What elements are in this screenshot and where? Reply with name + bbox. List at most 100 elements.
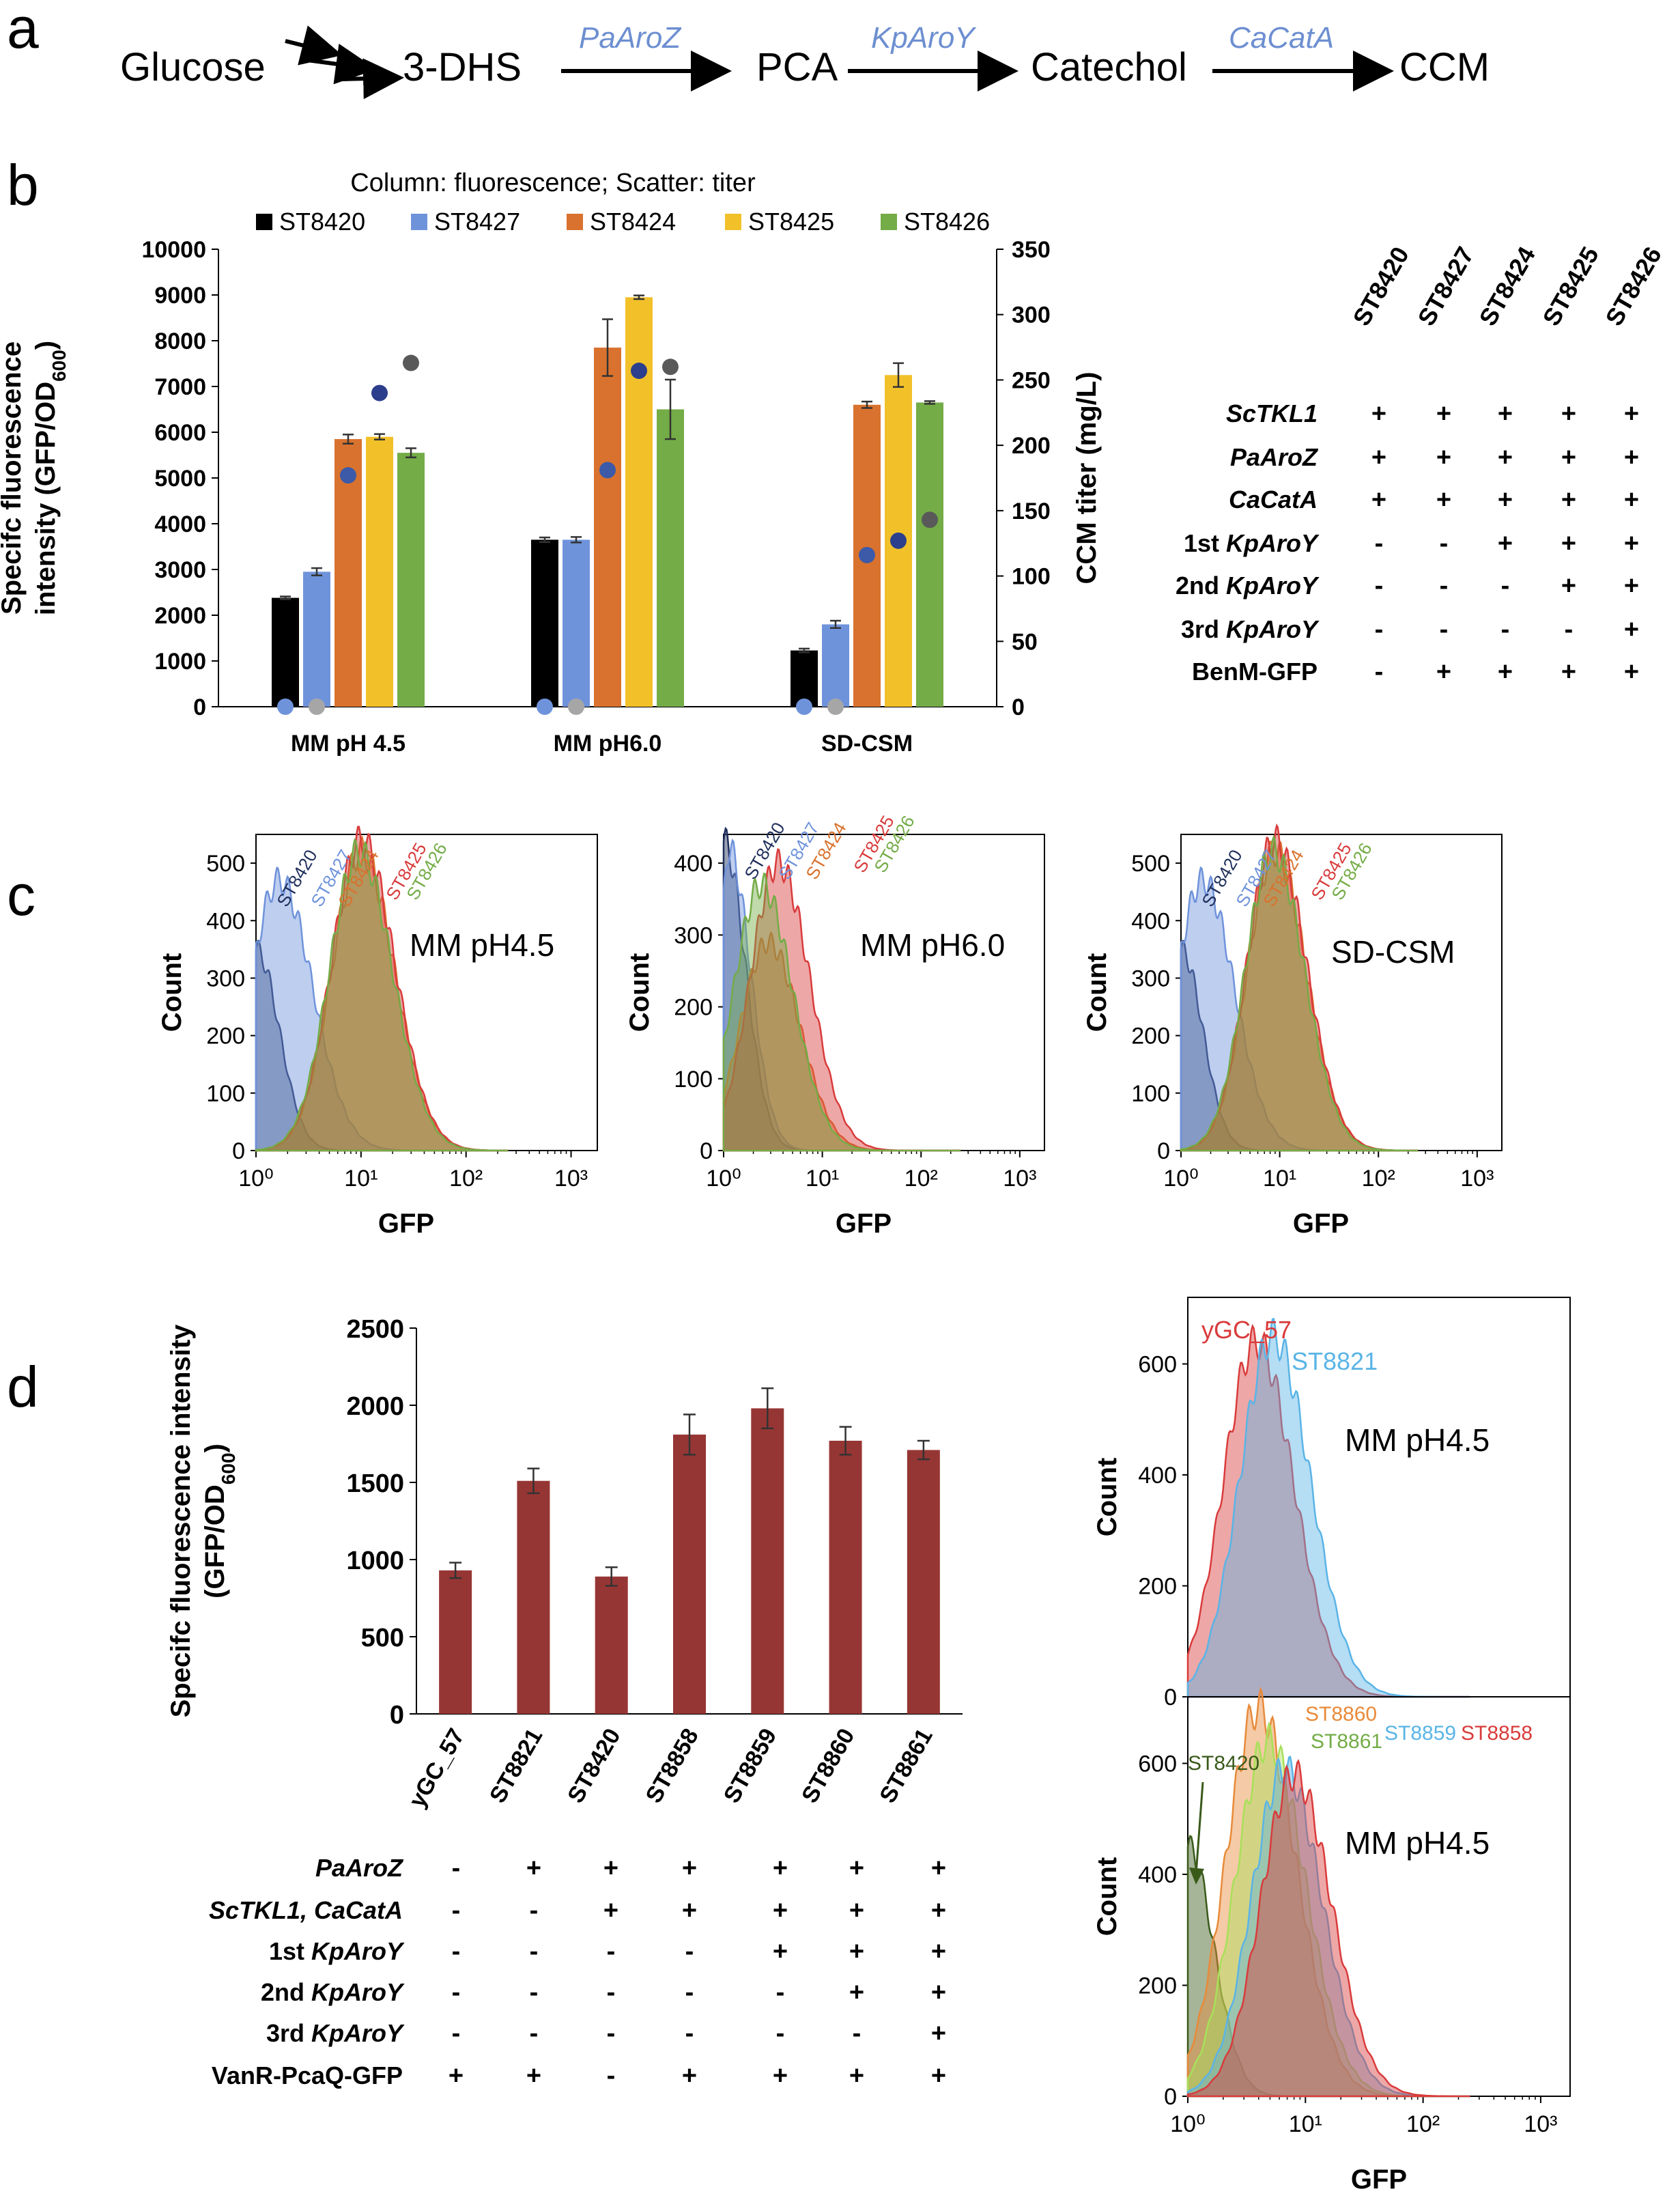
x-tick-label: 10² bbox=[1362, 1166, 1395, 1192]
genotype-sign: - bbox=[452, 1978, 461, 2007]
strain-annotation: ST8859 bbox=[1384, 1722, 1456, 1745]
panel-label-d: d bbox=[7, 1355, 39, 1419]
bar bbox=[822, 624, 849, 707]
y-tick-label: 200 bbox=[674, 995, 713, 1021]
genotype-sign: + bbox=[1561, 443, 1576, 472]
genotype-sign: + bbox=[1624, 572, 1639, 600]
y-tick-label: 500 bbox=[1131, 851, 1170, 877]
genotype-sign: + bbox=[1561, 572, 1576, 600]
histogram-area bbox=[255, 838, 509, 1152]
x-axis-label: GFP bbox=[1293, 1209, 1349, 1239]
bar bbox=[397, 453, 425, 707]
node-ccm: CCM bbox=[1399, 45, 1490, 89]
strain-annotation: yGC_57 bbox=[1201, 1316, 1292, 1344]
legend-swatch bbox=[567, 214, 583, 230]
chart-legend: ST8420 ST8427 ST8424 ST8425 ST8426 bbox=[256, 208, 990, 236]
genotype-sign: + bbox=[1624, 443, 1639, 472]
genotype-sign: + bbox=[603, 1896, 618, 1925]
y2-tick-label: 100 bbox=[1012, 564, 1051, 590]
genotype-sign: + bbox=[773, 1854, 788, 1883]
genotype-sign: + bbox=[931, 2061, 946, 2090]
category-label: ST8420 bbox=[563, 1724, 625, 1807]
legend-label: ST8424 bbox=[590, 208, 676, 236]
bar bbox=[625, 297, 653, 707]
strain-header: ST8420 bbox=[1347, 242, 1414, 330]
genotype-row-label: PaAroZ bbox=[315, 1854, 404, 1882]
genotype-sign: + bbox=[931, 1937, 946, 1966]
genotype-sign: + bbox=[1498, 529, 1513, 558]
genotype-gene: ScTKL1 bbox=[1226, 399, 1318, 427]
category-label: MM pH 4.5 bbox=[291, 731, 405, 757]
bar bbox=[594, 348, 621, 707]
genotype-sign: + bbox=[1436, 485, 1451, 514]
genotype-sign: + bbox=[1498, 399, 1513, 428]
y2-tick-label: 150 bbox=[1012, 498, 1051, 524]
genotype-sign: - bbox=[1440, 572, 1449, 600]
genotype-sign: + bbox=[1561, 658, 1576, 686]
x-axis-label: GFP bbox=[1351, 2165, 1407, 2195]
histogram-area bbox=[1180, 834, 1419, 1152]
y-tick-label: 5000 bbox=[154, 466, 206, 492]
bar-chart-fluorescence-titer: 0100020003000400050006000700080009000100… bbox=[0, 237, 1102, 757]
bar bbox=[907, 1450, 940, 1714]
x-tick-label: 10¹ bbox=[1263, 1166, 1296, 1192]
genotype-sign: + bbox=[1498, 485, 1513, 514]
y-axis-label: Specifc fluorescence intensity (GFP/OD600… bbox=[166, 1324, 239, 1718]
genotype-sign: + bbox=[1624, 529, 1639, 558]
y-tick-label: 7000 bbox=[154, 374, 206, 400]
y-tick-label: 300 bbox=[1131, 966, 1170, 991]
genotype-sign: + bbox=[931, 2019, 946, 2048]
genotype-sign: + bbox=[526, 1854, 541, 1883]
category-label: ST8821 bbox=[485, 1724, 547, 1807]
genotype-sign: + bbox=[931, 1978, 946, 2007]
y-tick-label: 100 bbox=[206, 1081, 245, 1107]
bar bbox=[366, 436, 393, 707]
genotype-sign: - bbox=[1375, 529, 1384, 558]
y-tick-label: 200 bbox=[1131, 1024, 1170, 1049]
legend-label: ST8427 bbox=[434, 208, 520, 236]
genotype-prefix: 1st bbox=[1184, 529, 1226, 557]
titer-point bbox=[277, 699, 294, 715]
condition-label: MM pH4.5 bbox=[1345, 1422, 1490, 1458]
genotype-row-label: 2nd KpAroY bbox=[261, 1978, 405, 2006]
y-tick-label: 1500 bbox=[346, 1469, 404, 1498]
histogram-3: 0 100 200 300 400 500 10⁰ 10¹ 10² 10³ SD-CSM Count G… bbox=[1082, 823, 1503, 1239]
y-tick-label: 400 bbox=[1131, 908, 1170, 934]
y-tick-label: 0 bbox=[390, 1701, 404, 1730]
y-tick-label: 3000 bbox=[154, 557, 206, 583]
bar bbox=[303, 572, 330, 707]
y-tick-label: 300 bbox=[674, 922, 713, 948]
multi-step-arrow-icon bbox=[285, 25, 404, 100]
y-axis-label: Count bbox=[625, 953, 655, 1032]
condition-label: MM pH4.5 bbox=[1345, 1825, 1490, 1861]
genotype-prefix: 1st bbox=[269, 1937, 311, 1965]
genotype-sign: - bbox=[607, 2019, 616, 2048]
category-label: MM pH6.0 bbox=[554, 731, 662, 757]
y-tick-label: 10000 bbox=[141, 237, 206, 263]
genotype-sign: - bbox=[1440, 615, 1449, 644]
bar bbox=[791, 650, 818, 707]
y-tick-label: 100 bbox=[1131, 1081, 1170, 1107]
histogram-area bbox=[722, 872, 961, 1152]
genotype-gene: VanR-PcaQ-GFP bbox=[212, 2061, 403, 2089]
y-axis-label: Count bbox=[1082, 953, 1112, 1032]
genotype-sign: - bbox=[607, 2061, 616, 2090]
genotype-sign: + bbox=[1624, 615, 1639, 644]
histogram-1: 0 100 200 300 400 500 10⁰ 10¹ 10² 10³ MM pH4.5 Coun… bbox=[157, 826, 598, 1239]
category-label: ST8859 bbox=[719, 1724, 782, 1807]
genotype-sign: + bbox=[1624, 399, 1639, 428]
genotype-sign: - bbox=[685, 1937, 694, 1966]
genotype-sign: - bbox=[1565, 615, 1574, 644]
genotype-sign: + bbox=[849, 1896, 864, 1925]
bar bbox=[531, 539, 558, 707]
x-tick-label: 10⁰ bbox=[238, 1166, 273, 1192]
genotype-sign: + bbox=[931, 1896, 946, 1925]
genotype-sign: - bbox=[530, 1978, 539, 2007]
strain-annotation: ST8858 bbox=[1461, 1722, 1533, 1745]
genotype-sign: - bbox=[1375, 572, 1384, 600]
genotype-row-label: ScTKL1 bbox=[1226, 399, 1318, 427]
strain-annotation: ST8861 bbox=[1311, 1730, 1382, 1753]
genotype-sign: - bbox=[452, 1854, 461, 1883]
genotype-sign: + bbox=[849, 2061, 864, 2090]
legend-swatch bbox=[411, 214, 427, 230]
